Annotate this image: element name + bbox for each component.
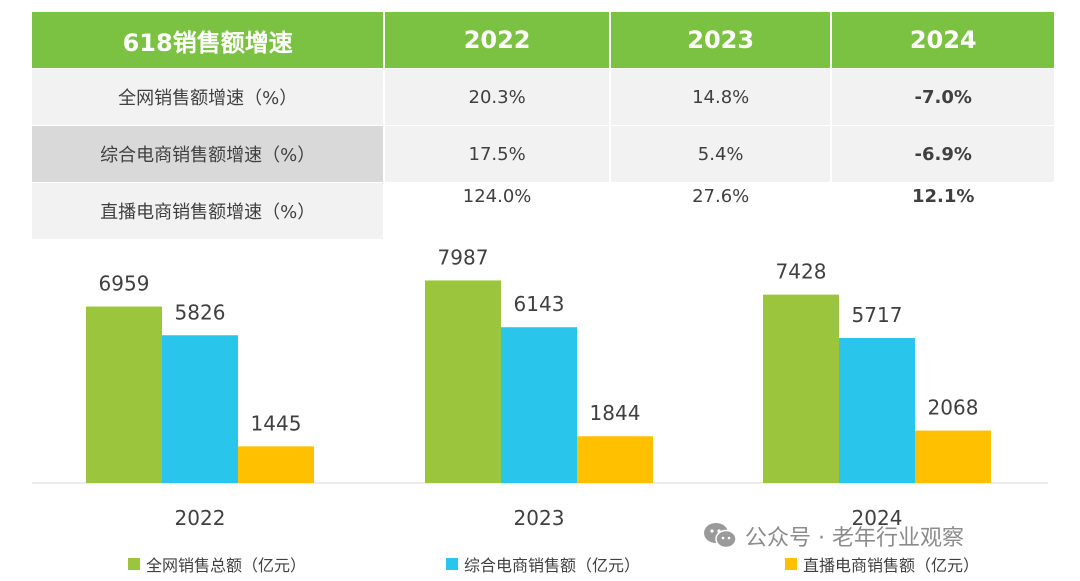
bar-value-label: 2068 [928, 396, 979, 420]
table-header-2022: 2022 [385, 12, 609, 68]
row-label: 全网销售额增速（%） [32, 69, 384, 125]
bar-value-label: 5717 [852, 303, 903, 327]
table-header-title: 618销售额增速 [32, 12, 384, 68]
table-row: 全网销售额增速（%） 20.3% 14.8% -7.0% [32, 69, 1054, 125]
watermark-text: 公众号 · 老年行业观察 [745, 526, 964, 551]
sales-bar-chart: 6959 5826 1445 2022 7987 6143 1844 2023 7428 5717… [32, 245, 1048, 530]
row-value: -6.9% [832, 126, 1054, 182]
legend-label: 综合电商销售额（亿元） [464, 556, 641, 575]
bar [577, 436, 653, 483]
bar-value-label: 6143 [514, 292, 565, 316]
bar-value-label: 5826 [175, 300, 226, 324]
wechat-icon [704, 523, 737, 549]
table-header-row: 618销售额增速 2022 2023 2024 [32, 12, 1054, 68]
table-row: 直播电商销售额增速（%） 124.0% 27.6% 12.1% [32, 183, 1054, 239]
row-value: 12.1% [832, 183, 1054, 239]
legend-item-live: 直播电商销售额（亿元） [785, 552, 979, 576]
bar-value-label: 1844 [590, 401, 641, 425]
x-tick-label: 2023 [514, 506, 565, 530]
bar-value-label: 7428 [776, 260, 827, 284]
bar [915, 430, 991, 483]
bar-value-label: 6959 [99, 272, 150, 296]
bar [763, 294, 839, 483]
legend-swatch [785, 558, 797, 570]
bar-value-label: 7987 [438, 245, 489, 269]
watermark: 公众号 · 老年行业观察 [703, 520, 964, 552]
row-value: 124.0% [385, 183, 609, 239]
x-tick-label: 2022 [175, 506, 226, 530]
row-value: 5.4% [610, 126, 831, 182]
legend-label: 全网销售总额（亿元） [146, 556, 307, 575]
legend-item-total: 全网销售总额（亿元） [128, 552, 306, 576]
bar [839, 338, 915, 483]
row-value: 14.8% [610, 69, 831, 125]
x-tick-label: 2024 [852, 506, 903, 530]
row-value: -7.0% [832, 69, 1054, 125]
table-header-2024: 2024 [832, 12, 1054, 68]
table-header-2023: 2023 [610, 12, 831, 68]
legend-item-general: 综合电商销售额（亿元） [446, 552, 640, 576]
bar [238, 446, 314, 483]
table-row: 综合电商销售额增速（%） 17.5% 5.4% -6.9% [32, 126, 1054, 182]
legend-label: 直播电商销售额（亿元） [803, 556, 980, 575]
bar [162, 335, 238, 483]
chart-legend: 全网销售总额（亿元） 综合电商销售额（亿元） 直播电商销售额（亿元） [0, 552, 1080, 576]
bar-value-label: 1445 [251, 411, 302, 435]
row-value: 20.3% [385, 69, 609, 125]
bar [86, 306, 162, 483]
row-label: 综合电商销售额增速（%） [32, 126, 384, 182]
growth-table: 618销售额增速 2022 2023 2024 全网销售额增速（%） 20.3%… [32, 12, 1054, 239]
legend-swatch [128, 558, 140, 570]
legend-swatch [446, 558, 458, 570]
bar [501, 327, 577, 483]
row-label: 直播电商销售额增速（%） [32, 183, 384, 239]
row-value: 17.5% [385, 126, 609, 182]
row-value: 27.6% [610, 183, 831, 239]
bar [425, 280, 501, 483]
